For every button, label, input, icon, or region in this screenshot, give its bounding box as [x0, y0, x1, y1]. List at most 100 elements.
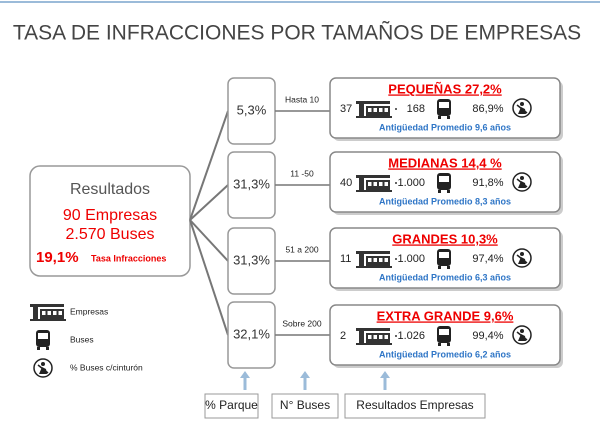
icon-part [46, 347, 49, 350]
footer-box [271, 393, 339, 419]
fleet-share: 31,3% [233, 252, 270, 267]
icon-part [447, 190, 450, 193]
company-icon [356, 175, 392, 192]
icon-part [356, 328, 390, 331]
icon-part [39, 367, 47, 374]
icon-part [40, 309, 64, 319]
icon-part [447, 266, 450, 269]
icon-part [439, 329, 449, 335]
company-count: 11 [340, 253, 351, 265]
icon-part [373, 182, 377, 186]
icon-part [518, 334, 526, 341]
icon-part [520, 252, 524, 256]
arrow-head [300, 371, 310, 378]
company-count: 40 [340, 177, 352, 189]
range-label: 51 a 200 [285, 244, 318, 254]
icon-part [438, 343, 441, 346]
summary-rate-label: Tasa Infracciones [91, 253, 166, 263]
icon-part [368, 335, 372, 339]
icon-part [366, 333, 390, 343]
footer-box [344, 393, 486, 419]
company-count: 37 [340, 103, 352, 115]
icon-part [368, 258, 372, 262]
icon-part [42, 311, 46, 315]
icon-part [516, 254, 528, 264]
bus-count: 1.000 [397, 253, 425, 265]
icon-part [38, 333, 48, 339]
icon-part [447, 343, 450, 346]
icon-part [520, 329, 524, 333]
icon-part [379, 335, 383, 339]
icon-part [373, 335, 377, 339]
connector [189, 110, 229, 221]
legend-label: Empresas [70, 306, 108, 316]
summary-buses: 2.570 Buses [66, 226, 155, 243]
bus-count: 168 [407, 103, 425, 115]
icon-part [516, 104, 528, 114]
icon-part [47, 311, 51, 315]
icon-part [373, 258, 377, 262]
footer-label: Resultados Empresas [356, 398, 473, 412]
icon-part [520, 176, 524, 180]
icon-part [356, 101, 390, 104]
icon-part [41, 362, 45, 366]
average-age: Antigüedad Promedio 9,6 años [379, 122, 511, 132]
icon-part [356, 251, 390, 254]
bus-icon [437, 173, 451, 193]
fleet-share: 31,3% [233, 176, 270, 191]
icon-part [37, 364, 49, 374]
icon-part [359, 254, 364, 266]
icon-part [518, 257, 526, 264]
seatbelt-icon [512, 325, 532, 345]
icon-part [520, 102, 524, 106]
icon-part [447, 116, 450, 119]
icon-part [366, 180, 390, 190]
icon-part [439, 102, 449, 108]
company-icon [356, 328, 392, 345]
seatbelt-icon [512, 172, 532, 192]
bus-icon [437, 99, 451, 119]
icon-part [439, 176, 449, 182]
icon-part [359, 178, 364, 190]
icon-part [368, 182, 372, 186]
icon-part [384, 108, 388, 112]
company-icon [30, 304, 66, 321]
seatbelt-icon [512, 98, 532, 118]
footer-label: N° Buses [280, 398, 330, 412]
seatbelt-icon [33, 358, 53, 378]
icon-part [438, 190, 441, 193]
summary-heading: Resultados [70, 181, 150, 198]
icon-part [366, 106, 390, 116]
bus-count: 1.000 [397, 177, 425, 189]
icon-part [518, 181, 526, 188]
segment-title: MEDIANAS 14,4 % [388, 155, 502, 170]
icon-part [516, 178, 528, 188]
icon-part [379, 108, 383, 112]
icon-part [359, 104, 364, 116]
separator-dot [395, 335, 397, 337]
segment-title: PEQUEÑAS 27,2% [388, 81, 502, 96]
seatbelt-icon [512, 248, 532, 268]
title: TASA DE INFRACCIONES POR TAMAÑOS DE EMPR… [13, 21, 581, 45]
footer-box [204, 393, 259, 419]
legend-label: % Buses c/cinturón [70, 362, 143, 372]
icon-part [379, 182, 383, 186]
separator-dot [395, 182, 397, 184]
bus-count: 1.026 [397, 330, 425, 342]
company-icon [356, 251, 392, 268]
icon-part [384, 335, 388, 339]
legend-label: Buses [70, 334, 94, 344]
belt-share: 86,9% [472, 103, 503, 115]
icon-part [384, 258, 388, 262]
icon-part [33, 307, 38, 319]
summary-rate: 19,1% [36, 249, 79, 266]
footer-label: % Parque [205, 398, 258, 412]
icon-part [30, 319, 66, 321]
icon-part [366, 256, 390, 266]
icon-part [438, 266, 441, 269]
icon-part [356, 175, 390, 178]
icon-part [518, 107, 526, 114]
icon-part [30, 304, 64, 307]
icon-part [379, 258, 383, 262]
summary-companies: 90 Empresas [63, 207, 157, 224]
